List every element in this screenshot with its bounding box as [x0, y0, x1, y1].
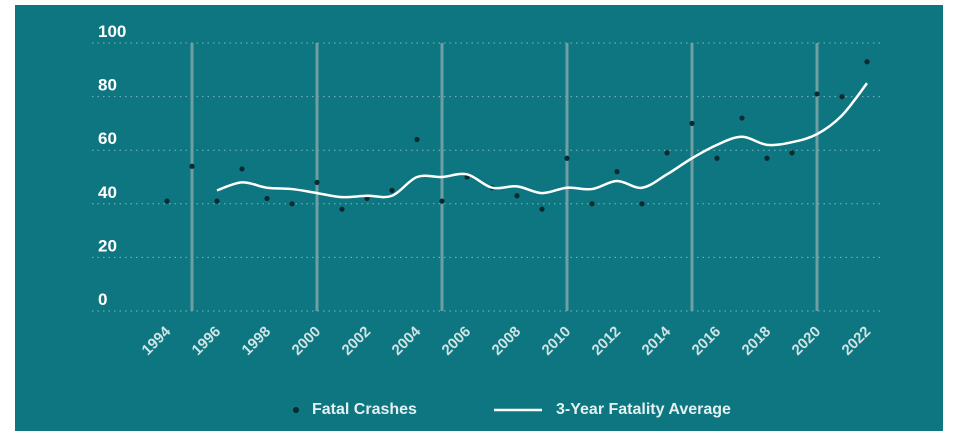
- y-tick-label: 60: [98, 129, 117, 148]
- data-point: [564, 155, 570, 161]
- data-point: [739, 115, 745, 121]
- data-point: [339, 206, 345, 212]
- background: [15, 5, 943, 431]
- data-point: [264, 195, 270, 202]
- data-point: [239, 166, 245, 172]
- y-tick-label: 40: [98, 183, 117, 202]
- y-tick-label: 100: [98, 22, 126, 41]
- y-tick-label: 0: [98, 290, 107, 309]
- data-point: [764, 155, 770, 161]
- data-point: [839, 94, 845, 100]
- data-point: [864, 59, 870, 65]
- data-point: [164, 198, 170, 204]
- data-point: [814, 91, 820, 97]
- data-point: [189, 163, 195, 169]
- data-point: [389, 187, 395, 193]
- legend-marker: [293, 407, 299, 413]
- data-point: [714, 155, 720, 161]
- data-point: [439, 198, 445, 204]
- data-point: [589, 201, 595, 207]
- data-point: [514, 193, 520, 199]
- data-point: [539, 206, 545, 212]
- y-tick-label: 20: [98, 236, 117, 255]
- y-tick-label: 80: [98, 76, 117, 95]
- data-point: [664, 150, 670, 156]
- data-point: [414, 136, 420, 143]
- data-point: [314, 179, 320, 185]
- data-point: [689, 120, 695, 126]
- data-point: [214, 198, 220, 204]
- data-point: [789, 150, 795, 156]
- data-point: [614, 169, 620, 175]
- legend-label: Fatal Crashes: [312, 401, 417, 418]
- data-point: [639, 201, 645, 207]
- data-point: [289, 201, 295, 207]
- data-point: [364, 195, 370, 202]
- legend-label: 3-Year Fatality Average: [556, 401, 731, 418]
- average-line: [216, 82, 868, 199]
